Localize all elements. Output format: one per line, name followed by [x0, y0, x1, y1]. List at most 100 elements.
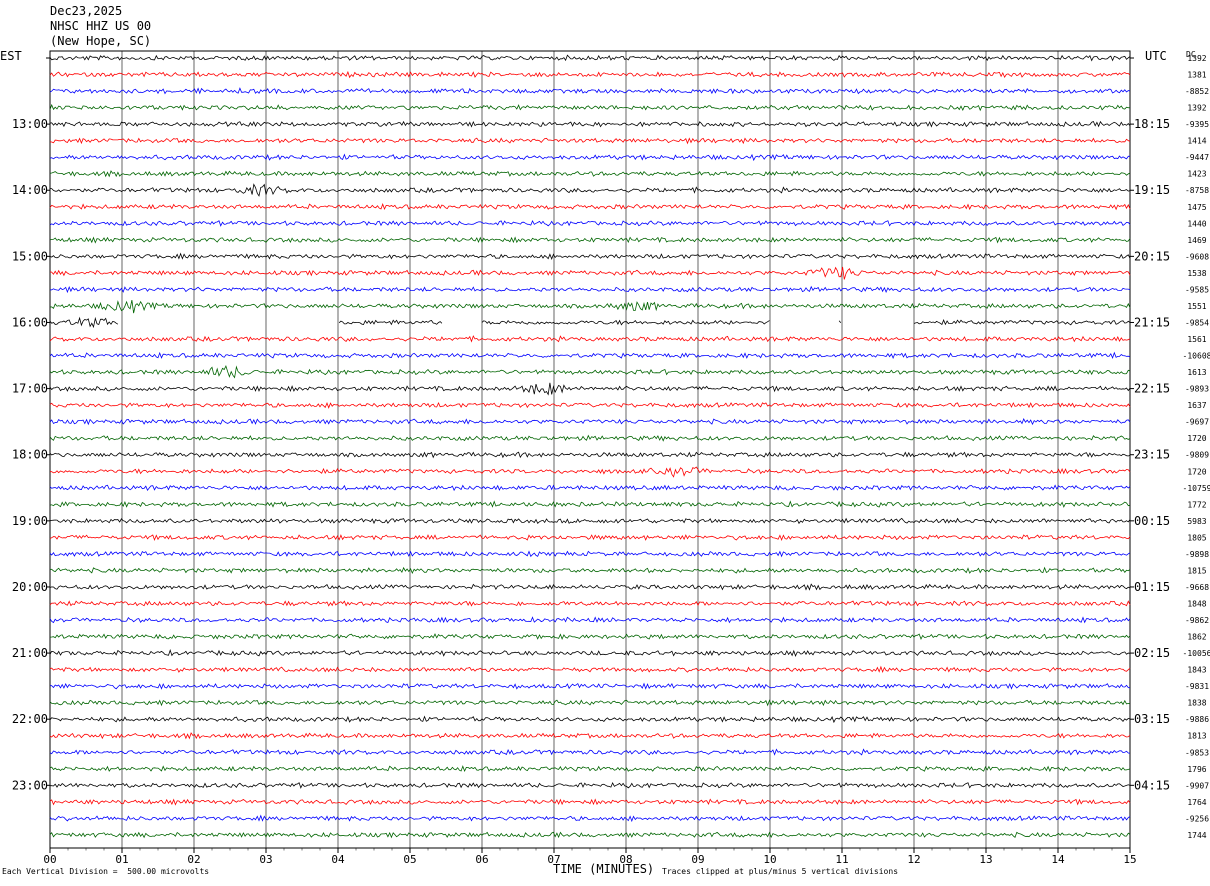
- trace-row-15: [49, 300, 1131, 314]
- dc-offset-label: -10056: [1183, 649, 1210, 658]
- dc-offset-label: -9886: [1185, 715, 1209, 724]
- trace-row-32: [49, 583, 1131, 591]
- utc-hour-label: 18:15: [1134, 117, 1170, 131]
- trace-row-47: [49, 831, 1131, 839]
- trace-row-46: [49, 814, 1131, 823]
- dc-offset-label: -10608: [1183, 352, 1210, 361]
- est-hour-label: 13:00: [12, 117, 48, 131]
- dc-offset-label: -9862: [1185, 616, 1209, 625]
- est-hour-label: 15:00: [12, 249, 48, 263]
- x-tick-label: 04: [331, 853, 345, 866]
- x-tick-label: 00: [43, 853, 56, 866]
- dc-offset-label: 1720: [1187, 467, 1206, 476]
- dc-offset-label: 1720: [1187, 434, 1206, 443]
- dc-offset-label: -9893: [1185, 385, 1209, 394]
- trace-row-9: [49, 203, 1131, 211]
- est-hour-label: 23:00: [12, 778, 48, 792]
- dc-offset-label: 1561: [1187, 335, 1206, 344]
- est-hour-label: 22:00: [12, 712, 48, 726]
- trace-row-4: [49, 120, 1131, 128]
- x-tick-label: 13: [979, 853, 992, 866]
- dc-offset-label: -8758: [1185, 186, 1209, 195]
- dc-offset-label: 1551: [1187, 302, 1206, 311]
- trace-row-26: [49, 484, 1131, 492]
- plot-frame: [49, 50, 1131, 849]
- trace-row-36: [49, 649, 1131, 657]
- division-note: Each Vertical Division = 500.00 microvol…: [2, 867, 210, 876]
- x-tick-label: 06: [475, 853, 488, 866]
- trace-row-11: [49, 236, 1131, 244]
- utc-hour-label: 04:15: [1134, 778, 1170, 792]
- trace-row-28: [49, 517, 1131, 525]
- est-hour-label: 16:00: [12, 315, 48, 329]
- est-hour-label: 21:00: [12, 646, 48, 660]
- x-tick-label: 03: [259, 853, 272, 866]
- trace-row-13: [49, 266, 1131, 280]
- x-tick-label: 02: [187, 853, 200, 866]
- dc-offset-label: 1538: [1187, 269, 1206, 278]
- x-tick-label: 09: [691, 853, 704, 866]
- trace-row-8: [50, 183, 1131, 197]
- x-tick-label: 10: [763, 853, 776, 866]
- x-tick-label: 12: [907, 853, 920, 866]
- trace-row-2: [49, 87, 1131, 95]
- dc-offset-label: 1862: [1187, 633, 1206, 642]
- trace-row-27: [49, 500, 1131, 508]
- dc-offset-label: 1414: [1187, 137, 1206, 146]
- trace-row-34: [49, 616, 1131, 624]
- plot-date: Dec23,2025: [50, 4, 123, 18]
- dc-offset-label: 1805: [1187, 533, 1206, 542]
- trace-row-35: [49, 633, 1131, 641]
- trace-row-21: [49, 402, 1131, 409]
- est-hour-label: 14:00: [12, 183, 48, 197]
- utc-hour-label: 20:15: [1134, 249, 1170, 263]
- dc-offset-label: 1392: [1187, 54, 1206, 63]
- x-tick-label: 05: [403, 853, 416, 866]
- left-timezone-label: EST: [0, 49, 22, 63]
- dc-offset-label: -9395: [1185, 120, 1209, 129]
- trace-row-23: [49, 434, 1131, 442]
- utc-hour-label: 00:15: [1134, 514, 1170, 528]
- trace-row-31: [49, 566, 1131, 574]
- dc-offset-label: -9898: [1185, 550, 1209, 559]
- dc-offset-label: 1813: [1187, 732, 1206, 741]
- trace-row-25: [50, 466, 1131, 478]
- trace-row-41: [49, 732, 1131, 740]
- trace-row-29: [49, 534, 1131, 542]
- dc-offset-label: 1838: [1187, 699, 1206, 708]
- dc-offset-label: 1475: [1187, 203, 1206, 212]
- x-tick-label: 11: [835, 853, 848, 866]
- dc-offset-label: 1796: [1187, 765, 1206, 774]
- trace-row-40: [49, 715, 1131, 724]
- trace-row-10: [49, 219, 1131, 227]
- trace-row-43: [49, 765, 1131, 773]
- dc-offset-label: 1848: [1187, 599, 1206, 608]
- dc-offset-label: -9256: [1185, 814, 1209, 823]
- trace-row-16: [49, 316, 1131, 329]
- trace-row-30: [49, 550, 1131, 558]
- est-hour-label: 17:00: [12, 382, 48, 396]
- dc-offset-label: 5983: [1187, 517, 1206, 526]
- dc-offset-label: 1744: [1187, 831, 1206, 840]
- trace-row-7: [49, 170, 1131, 178]
- dc-label: DC: [1186, 50, 1196, 59]
- utc-hour-label: 02:15: [1134, 646, 1170, 660]
- trace-row-24: [49, 451, 1131, 459]
- x-tick-label: 07: [547, 853, 560, 866]
- est-hour-label: 18:00: [12, 448, 48, 462]
- utc-hour-label: 03:15: [1134, 712, 1170, 726]
- dc-offset-label: -9907: [1185, 781, 1209, 790]
- trace-row-37: [49, 665, 1131, 674]
- trace-row-45: [49, 798, 1131, 806]
- trace-row-19: [49, 365, 1131, 379]
- dc-offset-label: 1843: [1187, 666, 1206, 675]
- x-tick-label: 15: [1123, 853, 1136, 866]
- dc-offset-label: 1381: [1187, 71, 1206, 80]
- dc-offset-label: -10759: [1183, 484, 1210, 493]
- trace-row-20: [49, 382, 1131, 396]
- utc-hour-label: 21:15: [1134, 315, 1170, 329]
- dc-offset-label: 1815: [1187, 566, 1206, 575]
- x-tick-label: 14: [1051, 853, 1065, 866]
- dc-offset-label: 1637: [1187, 401, 1206, 410]
- dc-offset-label: 1764: [1187, 798, 1206, 807]
